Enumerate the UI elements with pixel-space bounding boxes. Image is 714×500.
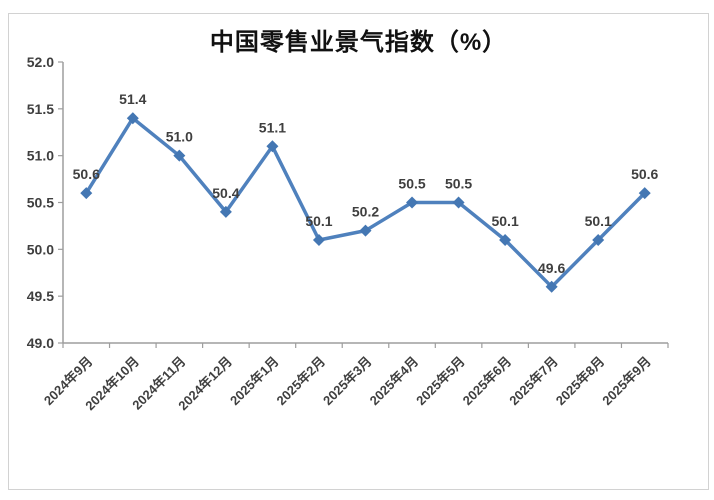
data-point-marker: [219, 205, 232, 218]
data-point-marker: [312, 233, 325, 246]
y-tick-label: 50.0: [27, 241, 54, 257]
y-tick-label: 52.0: [27, 54, 54, 70]
y-tick-label: 49.0: [27, 335, 54, 351]
data-point-marker: [592, 233, 605, 246]
x-tick-label: 2025年2月: [274, 354, 329, 409]
y-tick-label: 51.5: [27, 101, 54, 117]
data-point-marker: [80, 187, 93, 200]
x-tick-label: 2025年3月: [320, 354, 375, 409]
data-point-marker: [638, 187, 651, 200]
x-tick-label: 2025年9月: [599, 354, 654, 409]
data-point-marker: [545, 280, 558, 293]
x-tick-label: 2025年8月: [553, 354, 608, 409]
data-point-marker: [173, 149, 186, 162]
data-point-marker: [499, 233, 512, 246]
chart-title: 中国零售业景气指数（%）: [209, 29, 508, 56]
data-point-label: 50.6: [73, 166, 100, 182]
data-point-label: 50.1: [305, 213, 332, 229]
data-point-marker: [406, 196, 419, 209]
data-point-label: 50.1: [585, 213, 612, 229]
data-point-label: 50.1: [491, 213, 518, 229]
data-point-label: 51.1: [259, 119, 286, 135]
data-point-label: 50.5: [398, 176, 425, 192]
y-tick-label: 51.0: [27, 148, 54, 164]
x-tick-label: 2025年1月: [227, 354, 282, 409]
data-point-label: 50.2: [352, 204, 379, 220]
data-point-label: 50.6: [631, 166, 658, 182]
data-point-marker: [452, 196, 465, 209]
data-point-label: 49.6: [538, 260, 565, 276]
chart-frame: [8, 13, 709, 490]
data-point-marker: [126, 112, 139, 125]
data-point-marker: [359, 224, 372, 237]
x-tick-label: 2025年6月: [460, 354, 515, 409]
data-point-label: 51.0: [166, 129, 193, 145]
x-tick-label: 2025年7月: [506, 354, 561, 409]
y-tick-label: 50.5: [27, 195, 54, 211]
x-tick-label: 2025年4月: [367, 354, 422, 409]
x-tick-label: 2025年5月: [413, 354, 468, 409]
data-point-marker: [266, 140, 279, 153]
data-point-label: 50.5: [445, 176, 472, 192]
data-point-label: 50.4: [212, 185, 239, 201]
data-point-label: 51.4: [119, 91, 146, 107]
y-tick-label: 49.5: [27, 288, 54, 304]
